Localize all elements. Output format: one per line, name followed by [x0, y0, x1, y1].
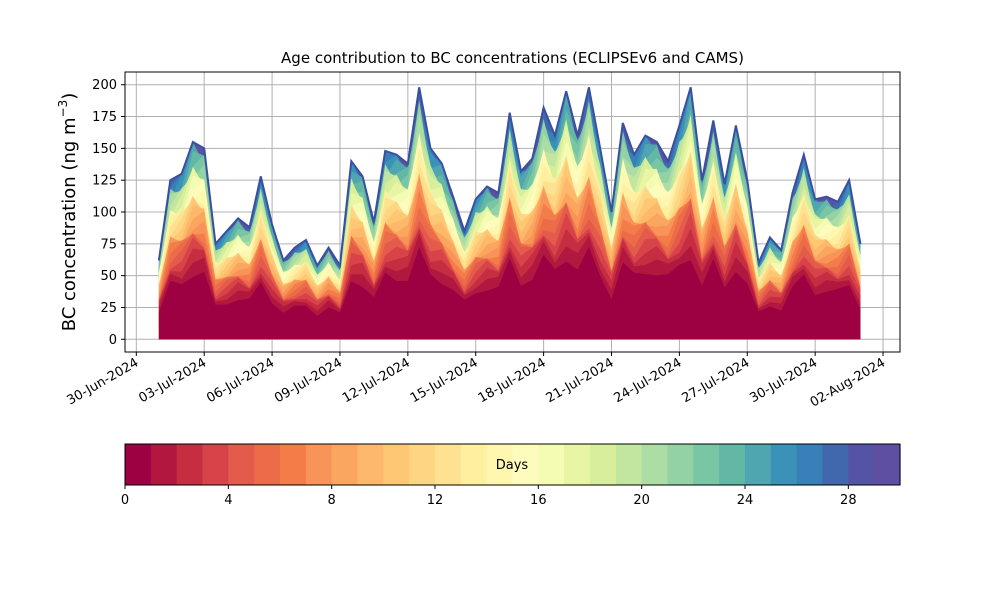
- y-tick-label: 100: [92, 206, 117, 221]
- y-axis-label-close: ): [59, 93, 80, 100]
- colorbar-swatch: [641, 444, 669, 485]
- colorbar-swatch: [202, 444, 229, 485]
- colorbar-swatch: [125, 444, 152, 485]
- y-tick-label: 200: [92, 78, 117, 93]
- colorbar-swatch: [435, 444, 462, 485]
- colorbar-label: Days: [496, 458, 529, 473]
- total-concentration-line: [157, 87, 862, 269]
- colorbar-tick-label: 12: [427, 493, 444, 508]
- age-band-0: [158, 246, 861, 340]
- age-bands: [158, 87, 861, 340]
- y-tick-label: 125: [92, 174, 117, 189]
- colorbar-swatch: [357, 444, 384, 485]
- colorbar-swatch: [409, 444, 436, 485]
- chart-title: Age contribution to BC concentrations (E…: [281, 49, 744, 67]
- colorbar-swatch: [150, 444, 178, 485]
- colorbar-tick-label: 8: [328, 493, 336, 508]
- y-axis-label-exponent: −3: [56, 100, 70, 118]
- colorbar-tick-label: 4: [224, 493, 232, 508]
- colorbar-swatch: [228, 444, 255, 485]
- y-tick-label: 25: [100, 301, 117, 316]
- colorbar-swatch: [745, 444, 772, 485]
- colorbar-swatch: [796, 444, 824, 485]
- colorbar-swatch: [590, 444, 617, 485]
- colorbar-tick-label: 28: [840, 493, 857, 508]
- colorbar-swatch: [331, 444, 359, 485]
- y-axis: 0 25 50 75 100 125 150 175 200: [92, 78, 125, 348]
- colorbar-swatch: [512, 444, 539, 485]
- y-axis-label: BC concentration (ng m−3): [56, 93, 80, 332]
- colorbar-ticks: 0 4 8 12 16 20 24 28: [121, 485, 857, 508]
- colorbar-tick-label: 24: [737, 493, 754, 508]
- colorbar-swatch: [564, 444, 591, 485]
- y-tick-label: 0: [109, 333, 117, 348]
- colorbar-swatch: [719, 444, 746, 485]
- colorbar-swatch: [693, 444, 720, 485]
- colorbar-swatch: [874, 444, 901, 485]
- colorbar-swatch: [254, 444, 281, 485]
- colorbar-tick-label: 20: [633, 493, 650, 508]
- colorbar-swatch: [848, 444, 875, 485]
- y-tick-label: 150: [92, 142, 117, 157]
- colorbar-swatch: [280, 444, 307, 485]
- colorbar-swatch: [538, 444, 565, 485]
- y-tick-label: 175: [92, 110, 117, 125]
- colorbar-swatch: [615, 444, 643, 485]
- colorbar: [125, 444, 901, 485]
- colorbar-swatch: [667, 444, 694, 485]
- colorbar-swatch: [486, 444, 514, 485]
- colorbar-swatch: [460, 444, 488, 485]
- colorbar-tick-label: 0: [121, 493, 129, 508]
- colorbar-swatch: [770, 444, 798, 485]
- colorbar-tick-label: 16: [530, 493, 547, 508]
- colorbar-swatch: [822, 444, 849, 485]
- colorbar-swatch: [383, 444, 410, 485]
- colorbar-swatch: [176, 444, 204, 485]
- colorbar-swatch: [305, 444, 333, 485]
- y-tick-label: 75: [100, 237, 117, 252]
- colorbar-frame: [124, 443, 901, 486]
- y-tick-label: 50: [100, 269, 117, 284]
